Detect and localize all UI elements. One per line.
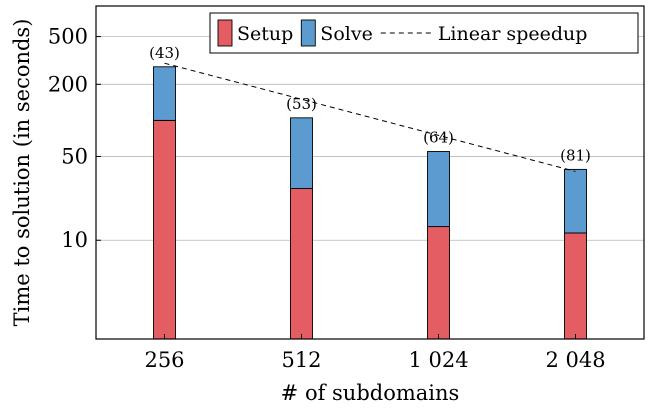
y-tick-label: 50	[61, 144, 88, 168]
y-tick-label: 10	[61, 228, 88, 252]
bar-iteration-label: (64)	[423, 129, 454, 147]
x-axis-title: # of subdomains	[281, 381, 460, 405]
y-axis: 10 50 200 500	[48, 25, 101, 252]
linear-speedup-reference	[164, 62, 576, 172]
bar-iteration-label: (81)	[560, 146, 591, 164]
legend-label: Linear speedup	[438, 23, 588, 45]
bar-setup	[290, 188, 313, 340]
linear-speedup-line	[164, 62, 576, 172]
bars	[153, 66, 587, 340]
legend: Setup Solve Linear speedup	[209, 12, 639, 54]
plot-frame	[95, 5, 645, 340]
legend-label: Setup	[237, 23, 293, 45]
bar-setup	[427, 226, 450, 340]
bar-solve	[153, 66, 176, 121]
bar-solve	[290, 117, 313, 189]
x-tick-label: 256	[144, 348, 184, 372]
gridlines	[96, 36, 644, 241]
x-tick-label: 2 048	[545, 348, 605, 372]
bar-solve	[564, 168, 587, 234]
bar-setup	[153, 119, 176, 340]
x-tick-label: 1 024	[408, 348, 468, 372]
legend-swatch	[300, 19, 316, 47]
y-tick-label: 200	[48, 72, 88, 96]
x-axis: 256 512 1 024 2 048	[144, 334, 606, 372]
legend-swatch	[217, 19, 233, 47]
legend-label: Solve	[320, 23, 373, 45]
legend-box	[209, 12, 639, 54]
bar-labels: (43) (53) (64) (81)	[149, 44, 591, 165]
bar-iteration-label: (43)	[149, 44, 180, 62]
bar-setup	[564, 232, 587, 340]
y-axis-title: Time to solution (in seconds)	[10, 19, 34, 327]
bar-solve	[427, 151, 450, 228]
x-tick-label: 512	[281, 348, 321, 372]
y-tick-label: 500	[48, 25, 88, 49]
bar-iteration-label: (53)	[286, 95, 317, 113]
